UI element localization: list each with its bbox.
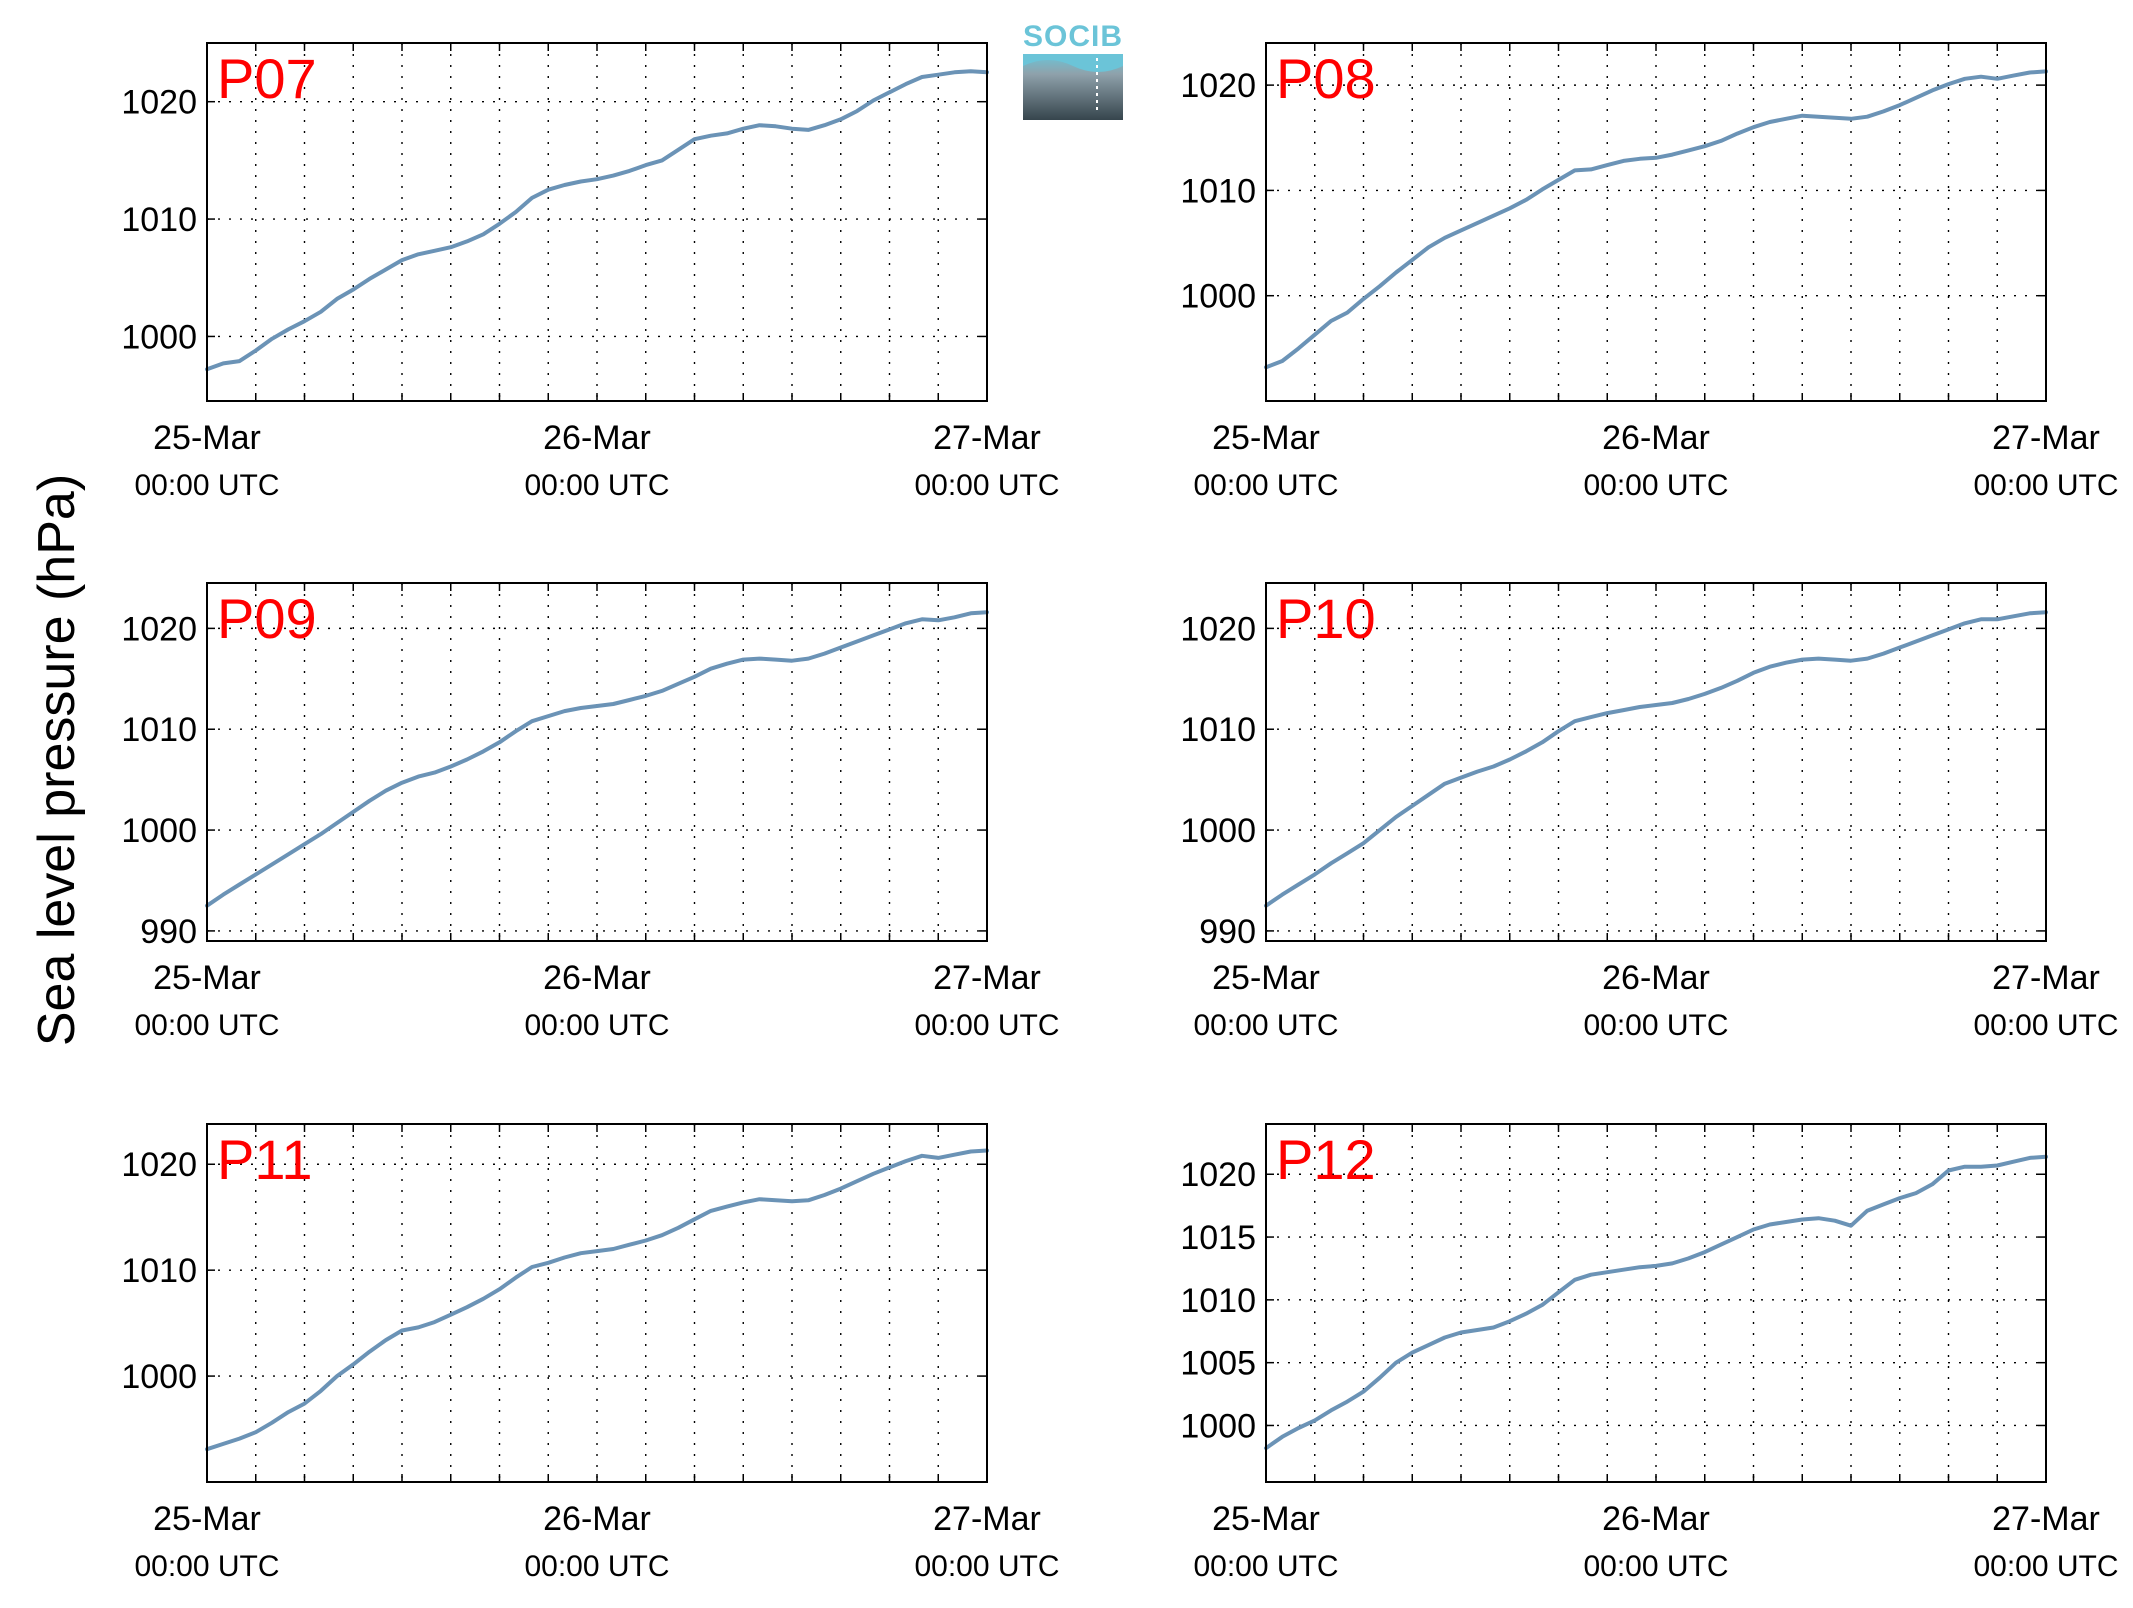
x-tick-label-time: 00:00 UTC xyxy=(524,1550,669,1583)
y-tick-label: 1020 xyxy=(121,1146,197,1184)
pressure-line xyxy=(205,69,989,372)
x-tick-label-date: 25-Mar xyxy=(1212,419,1320,457)
y-tick-label: 1000 xyxy=(1180,278,1256,316)
x-tick-label-time: 00:00 UTC xyxy=(1973,469,2118,502)
y-tick-label: 1015 xyxy=(1180,1219,1256,1257)
pressure-line xyxy=(205,610,989,908)
panel-p12: 1000 1005 1010 1015 1020 P12 25-Mar 00:00 UTC 26… xyxy=(1180,1123,2119,1583)
y-tick-label: 1000 xyxy=(121,812,197,850)
y-tick-label: 1020 xyxy=(1180,1156,1256,1194)
x-tick-label-time: 00:00 UTC xyxy=(914,1550,1059,1583)
x-tick-label-date: 25-Mar xyxy=(153,1500,261,1538)
x-tick-label-date: 27-Mar xyxy=(1992,959,2100,997)
panel-label: P10 xyxy=(1276,587,1376,650)
y-tick-label: 1020 xyxy=(1180,610,1256,648)
y-tick-label: 1000 xyxy=(1180,812,1256,850)
y-axis-label: Sea level pressure (hPa) xyxy=(28,474,86,1046)
axes-frame xyxy=(1265,1123,2047,1483)
panel-p08: 1000 1010 1020 P08 25-Mar 00:00 UTC 26-Mar 00:0… xyxy=(1180,42,2119,502)
y-tick-label: 1020 xyxy=(121,84,197,122)
pressure-line xyxy=(1264,69,2048,370)
x-tick-label-date: 26-Mar xyxy=(543,1500,651,1538)
x-tick-label-date: 26-Mar xyxy=(1602,1500,1710,1538)
socib-logo: SOCIB xyxy=(1023,20,1123,120)
y-tick-label: 1000 xyxy=(121,318,197,356)
x-tick-label-date: 25-Mar xyxy=(1212,1500,1320,1538)
y-tick-label: 1010 xyxy=(1180,711,1256,749)
x-tick-label-date: 25-Mar xyxy=(153,419,261,457)
y-tick-label: 1000 xyxy=(121,1358,197,1396)
x-tick-label-date: 27-Mar xyxy=(1992,1500,2100,1538)
pressure-line xyxy=(1264,610,2048,908)
x-tick-label-time: 00:00 UTC xyxy=(1973,1550,2118,1583)
x-tick-label-date: 25-Mar xyxy=(1212,959,1320,997)
panel-p10: 990 1000 1010 1020 P10 25-Mar 00:00 UTC 26-Mar 0… xyxy=(1180,582,2119,1042)
x-tick-label-time: 00:00 UTC xyxy=(914,1009,1059,1042)
x-tick-label-time: 00:00 UTC xyxy=(1583,1550,1728,1583)
x-tick-label-time: 00:00 UTC xyxy=(134,1009,279,1042)
panel-label: P07 xyxy=(217,47,317,110)
panel-p09: 990 1000 1010 1020 P09 25-Mar 00:00 UTC 26-Mar 0… xyxy=(121,582,1060,1042)
x-tick-label-time: 00:00 UTC xyxy=(1973,1009,2118,1042)
x-tick-label-date: 26-Mar xyxy=(543,419,651,457)
panel-label: P12 xyxy=(1276,1128,1376,1191)
y-tick-label: 1010 xyxy=(121,1252,197,1290)
logo-text: SOCIB xyxy=(1023,20,1123,53)
y-tick-label: 1000 xyxy=(1180,1407,1256,1445)
x-tick-label-date: 26-Mar xyxy=(1602,959,1710,997)
pressure-line xyxy=(1264,1154,2048,1451)
x-tick-label-date: 26-Mar xyxy=(1602,419,1710,457)
y-tick-label: 1010 xyxy=(1180,172,1256,210)
y-tick-label: 1010 xyxy=(121,201,197,239)
axes-frame xyxy=(206,42,988,402)
x-tick-label-time: 00:00 UTC xyxy=(1193,469,1338,502)
y-tick-label: 1010 xyxy=(121,711,197,749)
panel-label: P08 xyxy=(1276,47,1376,110)
y-tick-label: 1005 xyxy=(1180,1345,1256,1383)
x-tick-label-date: 25-Mar xyxy=(153,959,261,997)
x-tick-label-time: 00:00 UTC xyxy=(1583,469,1728,502)
panel-p11: 1000 1010 1020 P11 25-Mar 00:00 UTC 26-Mar 00:0… xyxy=(121,1123,1060,1583)
axes-frame xyxy=(1265,582,2047,942)
panel-label: P11 xyxy=(217,1128,312,1191)
x-tick-label-time: 00:00 UTC xyxy=(524,469,669,502)
y-tick-label: 1020 xyxy=(121,610,197,648)
x-tick-label-time: 00:00 UTC xyxy=(134,1550,279,1583)
y-tick-label: 990 xyxy=(1199,913,1256,951)
panel-p07: 1000 1010 1020 P07 25-Mar 00:00 UTC 26-Mar 00:0… xyxy=(121,42,1060,502)
axes-frame xyxy=(206,1123,988,1483)
x-tick-label-time: 00:00 UTC xyxy=(1583,1009,1728,1042)
x-tick-label-date: 27-Mar xyxy=(933,1500,1041,1538)
y-tick-label: 1020 xyxy=(1180,67,1256,105)
x-tick-label-date: 27-Mar xyxy=(933,959,1041,997)
x-tick-label-time: 00:00 UTC xyxy=(134,469,279,502)
y-tick-label: 1010 xyxy=(1180,1282,1256,1320)
x-tick-label-time: 00:00 UTC xyxy=(1193,1009,1338,1042)
x-tick-label-time: 00:00 UTC xyxy=(524,1009,669,1042)
axes-frame xyxy=(1265,42,2047,402)
pressure-line xyxy=(205,1148,989,1452)
x-tick-label-date: 27-Mar xyxy=(933,419,1041,457)
y-tick-label: 990 xyxy=(140,913,197,951)
axes-frame xyxy=(206,582,988,942)
x-tick-label-date: 26-Mar xyxy=(543,959,651,997)
x-tick-label-time: 00:00 UTC xyxy=(914,469,1059,502)
x-tick-label-date: 27-Mar xyxy=(1992,419,2100,457)
panel-label: P09 xyxy=(217,587,317,650)
x-tick-label-time: 00:00 UTC xyxy=(1193,1550,1338,1583)
